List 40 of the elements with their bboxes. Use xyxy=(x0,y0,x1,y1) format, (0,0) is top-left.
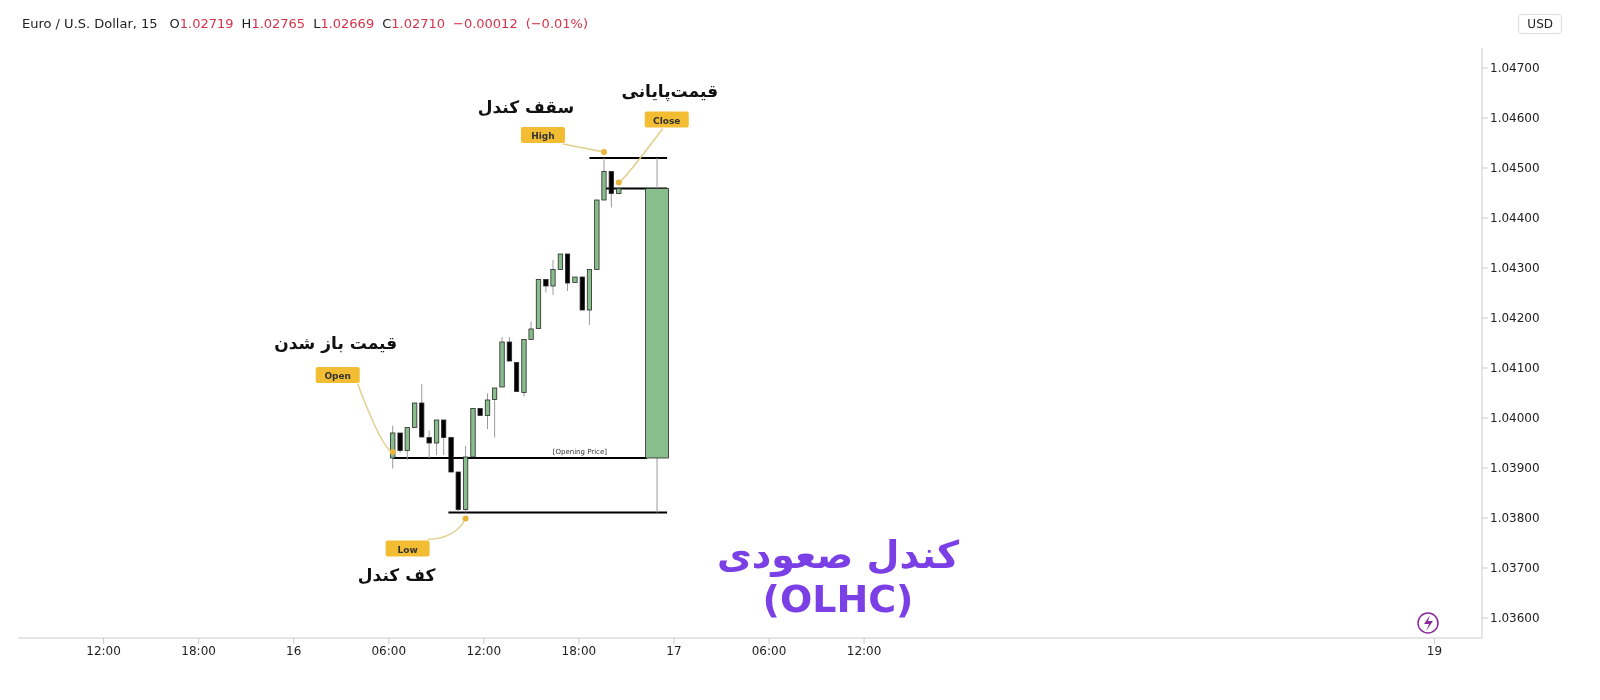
x-tick-label: 12:00 xyxy=(86,643,121,658)
y-tick-label: 1.04200 xyxy=(1490,311,1540,326)
annotation: قیمت‌پایانی xyxy=(621,80,719,102)
annotation: Open xyxy=(324,371,352,381)
candlestick xyxy=(506,336,513,362)
y-tick-label: 1.03700 xyxy=(1490,561,1540,576)
y-tick-label: 1.04500 xyxy=(1490,161,1540,176)
candlestick xyxy=(433,419,440,456)
candlestick xyxy=(484,393,491,430)
y-tick-label: 1.04400 xyxy=(1490,211,1540,226)
annotation: (OLHC) xyxy=(762,577,914,621)
text: O1.02719 H1.02765 L1.02669 C1.02710 −0.00012 (−0.01%) xyxy=(169,15,588,31)
annotation: Close xyxy=(653,115,681,126)
y-tick-label: 1.03600 xyxy=(1490,611,1540,626)
annotation: کف کندل xyxy=(357,564,436,585)
x-tick-label: 06:00 xyxy=(371,643,407,658)
y-tick-label: 1.04000 xyxy=(1490,411,1540,426)
x-tick-label: 18:00 xyxy=(181,643,216,658)
annotation: قیمت باز شدن xyxy=(274,333,398,353)
y-tick-label: 1.04100 xyxy=(1490,361,1540,376)
y-tick-label: 1.03900 xyxy=(1490,461,1540,476)
x-tick-label: 18:00 xyxy=(561,643,597,658)
annotation: High xyxy=(531,131,555,141)
annotation: سقف کندل xyxy=(477,97,575,117)
x-tick-label: 16 xyxy=(286,643,302,658)
candlestick xyxy=(441,419,447,456)
x-tick-label: 19 xyxy=(1426,643,1443,658)
y-tick-label: 1.04700 xyxy=(1490,61,1540,76)
y-axis-title: USD xyxy=(1518,14,1562,34)
x-tick-label: 12:00 xyxy=(466,643,502,658)
annotation: Low xyxy=(397,544,418,555)
x-tick-label: 17 xyxy=(666,643,682,658)
y-tick-label: 1.03800 xyxy=(1490,511,1540,526)
annotation: کندل صعودی xyxy=(716,533,960,577)
x-tick-label: 06:00 xyxy=(751,643,787,658)
y-tick-label: 1.04600 xyxy=(1490,111,1540,126)
chart-title: Euro / U.S. Dollar, 15 xyxy=(22,15,158,31)
candlestick xyxy=(492,387,498,438)
y-tick-label: 1.04300 xyxy=(1490,261,1540,276)
x-tick-label: 12:00 xyxy=(846,643,882,658)
